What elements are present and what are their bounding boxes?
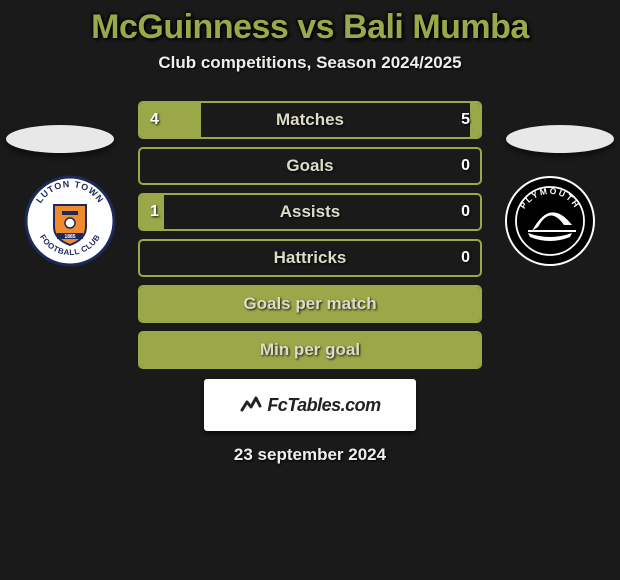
svg-text:1885: 1885: [64, 234, 75, 240]
page-title: McGuinness vs Bali Mumba: [0, 8, 620, 47]
stats-list: Matches45Goals0Assists10Hattricks0Goals …: [138, 101, 482, 369]
stat-value-left: 1: [150, 203, 159, 221]
fctables-logo-icon: [239, 393, 263, 417]
stat-value-right: 5: [461, 111, 470, 129]
snapshot-date: 23 september 2024: [0, 445, 620, 465]
stat-label: Goals: [140, 156, 480, 176]
stat-value-right: 0: [461, 203, 470, 221]
stat-row: Hattricks0: [138, 239, 482, 277]
stat-row: Matches4 5: [138, 101, 482, 139]
fctables-link[interactable]: FcTables.com: [204, 379, 416, 431]
stat-row: Goals0: [138, 147, 482, 185]
stat-label: Goals per match: [140, 294, 480, 314]
stat-label: Min per goal: [140, 340, 480, 360]
stat-value-right: 0: [461, 157, 470, 175]
stat-label: Assists: [140, 202, 480, 222]
stat-row: Min per goal: [138, 331, 482, 369]
stat-row: Assists1 0: [138, 193, 482, 231]
stat-label: Hattricks: [140, 248, 480, 268]
player-photo-right: [506, 125, 614, 153]
luton-town-crest-icon: LUTON TOWN FOOTBALL CLUB 1885: [24, 175, 116, 267]
stat-value-right: 0: [461, 249, 470, 267]
club-crest-right: PLYMOUTH: [504, 175, 596, 267]
plymouth-crest-icon: PLYMOUTH: [504, 175, 596, 267]
player-photo-left: [6, 125, 114, 153]
club-crest-left: LUTON TOWN FOOTBALL CLUB 1885: [24, 175, 116, 267]
brand-name: FcTables.com: [267, 395, 380, 416]
subtitle: Club competitions, Season 2024/2025: [0, 53, 620, 73]
comparison-card: McGuinness vs Bali Mumba Club competitio…: [0, 0, 620, 465]
stat-value-left: 4: [150, 111, 159, 129]
stat-row: Goals per match: [138, 285, 482, 323]
stat-label: Matches: [140, 110, 480, 130]
